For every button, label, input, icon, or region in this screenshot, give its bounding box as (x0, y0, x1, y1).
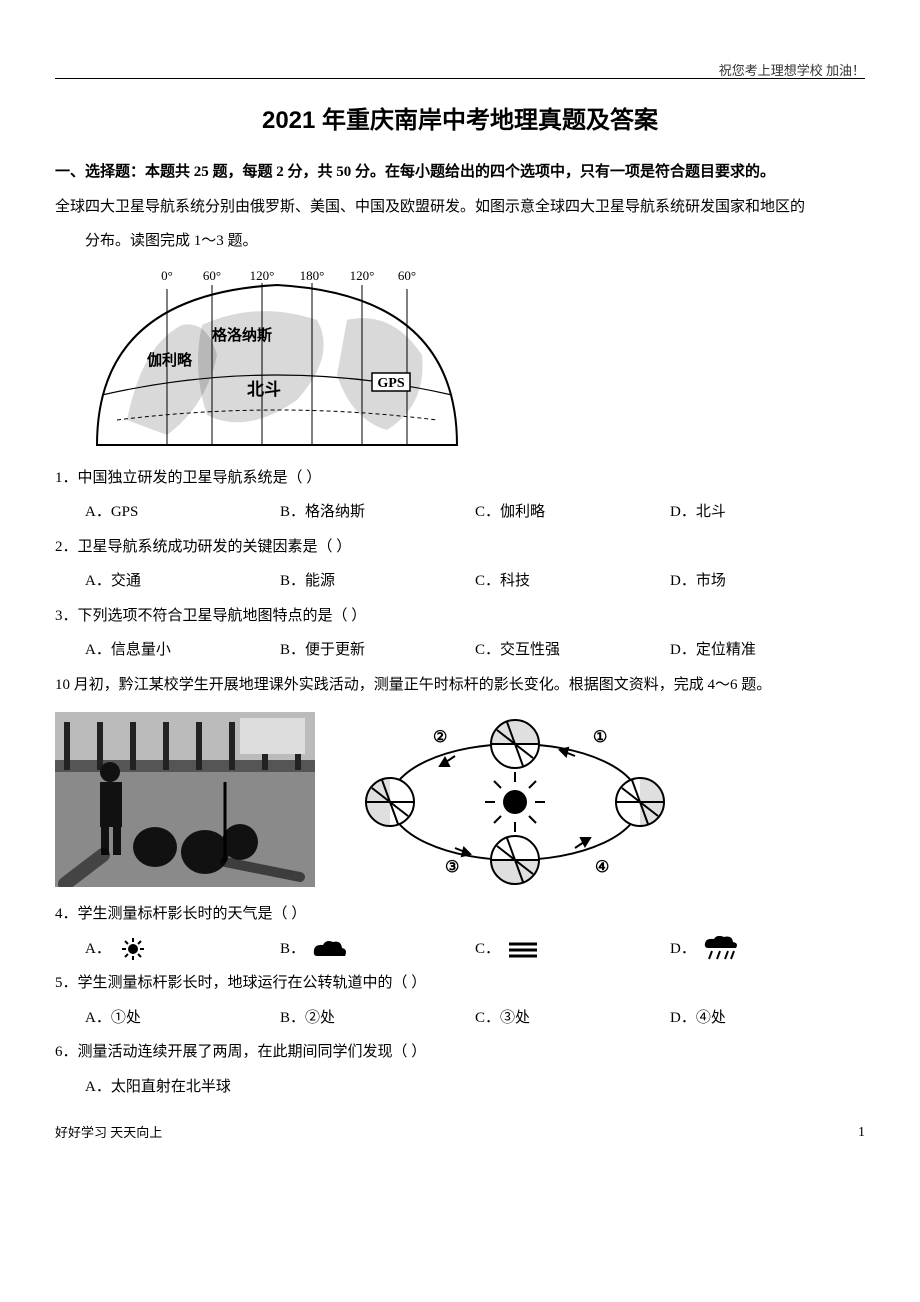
q5-opt-b: B．②处 (280, 1001, 475, 1036)
q2-options: A．交通 B．能源 C．科技 D．市场 (55, 564, 865, 599)
header-note: 祝您考上理想学校 加油！ (719, 60, 865, 79)
q3-opt-a: A．信息量小 (85, 633, 280, 668)
q1-opt-d: D．北斗 (670, 495, 865, 530)
q5-stem: 5．学生测量标杆影长时，地球运行在公转轨道中的（ ） (55, 966, 865, 1001)
q4-opt-b: B． (280, 932, 475, 967)
map-label-glonass: 格洛纳斯 (212, 326, 272, 344)
q1-options: A．GPS B．格洛纳斯 C．伽利略 D．北斗 (55, 495, 865, 530)
photo-figure (55, 712, 315, 887)
intro-1-line1: 全球四大卫星导航系统分别由俄罗斯、美国、中国及欧盟研发。如图示意全球四大卫星导航… (55, 190, 865, 225)
q2-opt-c: C．科技 (475, 564, 670, 599)
map-label-gps: GPS (377, 376, 404, 391)
q3-options: A．信息量小 B．便于更新 C．交互性强 D．定位精准 (55, 633, 865, 668)
figure-pair: ① ② ③ ④ (55, 712, 865, 887)
lon-label-1: 60° (203, 268, 221, 283)
lon-label-3: 180° (300, 268, 325, 283)
orbit-label-3: ③ (445, 859, 459, 876)
lon-label-0: 0° (161, 268, 173, 283)
map-label-beidou: 北斗 (247, 380, 281, 399)
q4-stem: 4．学生测量标杆影长时的天气是（ ） (55, 897, 865, 932)
q3-opt-b: B．便于更新 (280, 633, 475, 668)
rain-icon (702, 936, 740, 962)
lon-label-4: 120° (350, 268, 375, 283)
q3-stem: 3．下列选项不符合卫星导航地图特点的是（ ） (55, 599, 865, 634)
q1-opt-a: A．GPS (85, 495, 280, 530)
q4-opt-c: C． (475, 932, 670, 967)
sun-icon (117, 936, 149, 962)
orbit-figure: ① ② ③ ④ (345, 712, 685, 887)
orbit-label-2: ② (433, 729, 447, 746)
section-heading: 一、选择题：本题共 25 题，每题 2 分，共 50 分。在每小题给出的四个选项… (55, 155, 865, 190)
q5-options: A．①处 B．②处 C．③处 D．④处 (55, 1001, 865, 1036)
lon-label-2: 120° (250, 268, 275, 283)
q2-stem: 2．卫星导航系统成功研发的关键因素是（ ） (55, 530, 865, 565)
q1-opt-c: C．伽利略 (475, 495, 670, 530)
orbit-label-1: ① (593, 729, 607, 746)
page-title: 2021 年重庆南岸中考地理真题及答案 (55, 100, 865, 135)
q4-opt-d: D． (670, 932, 865, 967)
q5-opt-a: A．①处 (85, 1001, 280, 1036)
q3-opt-c: C．交互性强 (475, 633, 670, 668)
q2-opt-a: A．交通 (85, 564, 280, 599)
map-label-galileo: 伽利略 (147, 351, 193, 369)
map-figure: 0° 60° 120° 180° 120° 60° 伽利略 格洛纳斯 北斗 GP… (87, 265, 865, 455)
fog-icon (506, 939, 540, 959)
q6-opt-a: A．太阳直射在北半球 (55, 1070, 865, 1105)
q1-stem: 1．中国独立研发的卫星导航系统是（ ） (55, 461, 865, 496)
intro-2: 10 月初，黔江某校学生开展地理课外实践活动，测量正午时标杆的影长变化。根据图文… (55, 668, 865, 703)
q2-opt-b: B．能源 (280, 564, 475, 599)
q6-stem: 6．测量活动连续开展了两周，在此期间同学们发现（ ） (55, 1035, 865, 1070)
q2-opt-d: D．市场 (670, 564, 865, 599)
orbit-label-4: ④ (595, 859, 609, 876)
q4-options: A． B． C． D． (55, 932, 865, 967)
q4-opt-a: A． (85, 932, 280, 967)
q5-opt-d: D．④处 (670, 1001, 865, 1036)
q5-opt-c: C．③处 (475, 1001, 670, 1036)
q3-opt-d: D．定位精准 (670, 633, 865, 668)
intro-1-line2: 分布。读图完成 1～3 题。 (55, 224, 865, 259)
cloud-icon (311, 938, 349, 960)
header-underline (55, 78, 865, 79)
lon-label-5: 60° (398, 268, 416, 283)
footer: 好好学习 天天向上 1 (55, 1122, 865, 1141)
page-number: 1 (858, 1125, 865, 1141)
footer-left: 好好学习 天天向上 (55, 1122, 162, 1141)
q1-opt-b: B．格洛纳斯 (280, 495, 475, 530)
